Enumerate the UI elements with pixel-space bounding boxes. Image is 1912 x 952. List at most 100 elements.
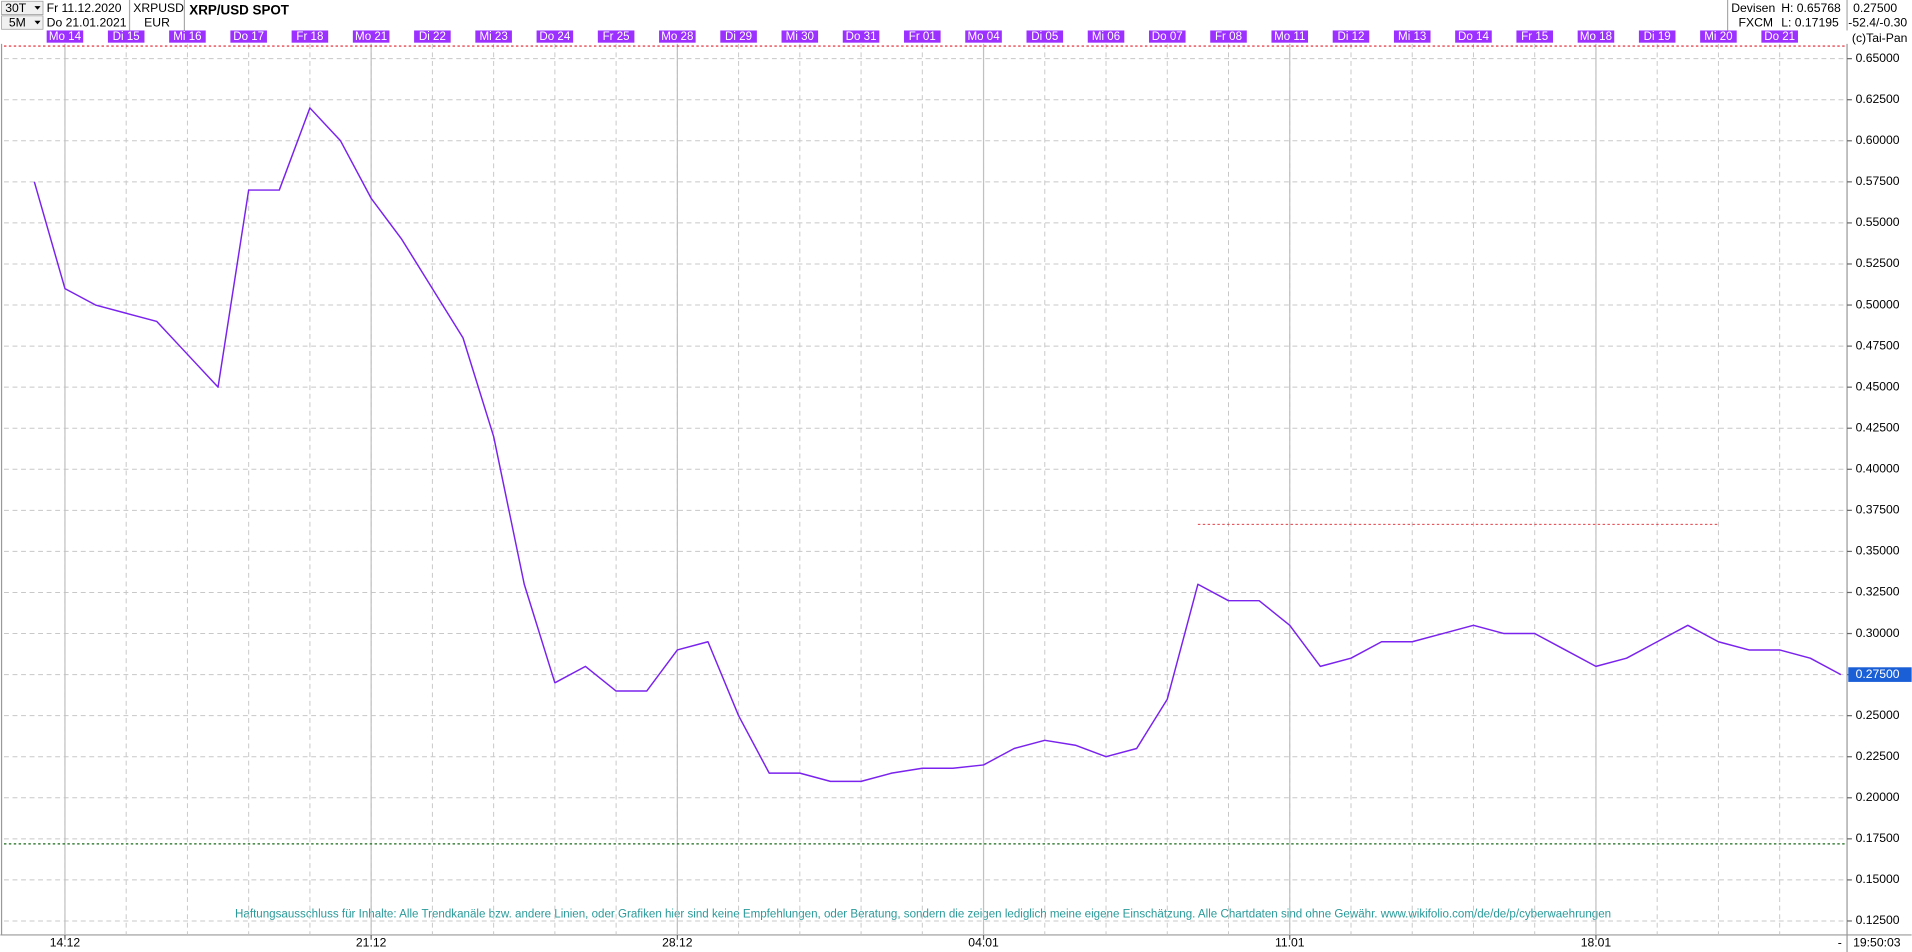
y-tick-label: 0.25000 — [1856, 708, 1900, 722]
day-label-box — [1638, 30, 1676, 43]
day-label: Mo 04 — [967, 31, 1000, 43]
day-label-box — [107, 30, 145, 43]
y-tick-label: 0.37500 — [1856, 503, 1900, 517]
y-tick-label: 0.62500 — [1856, 92, 1900, 106]
source: FXCM — [1739, 15, 1773, 29]
day-label-box — [1577, 30, 1615, 43]
last-price-box — [1848, 667, 1912, 682]
x-tick-label: 04.01 — [968, 936, 999, 950]
interval[interactable]: 30T — [5, 1, 27, 15]
day-label-box — [781, 30, 819, 43]
day-label-box — [352, 30, 390, 43]
day-label-box — [169, 30, 206, 43]
price-line — [33, 107, 1842, 783]
day-label: Mi 20 — [1704, 31, 1732, 43]
day-label: Fr 18 — [296, 31, 323, 43]
dropdown-arrow — [34, 6, 41, 10]
day-label-box — [1087, 30, 1125, 43]
y-tick-label: 0.45000 — [1856, 379, 1900, 393]
day-label-box — [414, 30, 451, 43]
day-label-box — [1026, 30, 1064, 43]
day-label-box — [597, 30, 635, 43]
last-price-label: 0.27500 — [1856, 667, 1900, 681]
y-tick-label: 0.57500 — [1856, 174, 1900, 188]
y-tick-label: 0.47500 — [1856, 338, 1900, 352]
y-tick-label: 0.12500 — [1856, 913, 1900, 927]
day-label: Do 31 — [846, 31, 877, 43]
day-label: Do 14 — [1458, 31, 1489, 43]
copyright: (c)Tai-Pan — [1852, 31, 1907, 45]
day-label: Mo 21 — [355, 31, 387, 43]
y-tick-label: 0.65000 — [1856, 51, 1900, 65]
day-label: Mo 14 — [49, 31, 82, 43]
day-label: Mi 16 — [173, 31, 201, 43]
grid-layer — [4, 43, 1848, 935]
day-label-box — [904, 30, 941, 43]
disclaimer: Haftungsausschluss für Inhalte: Alle Tre… — [235, 908, 1611, 920]
day-label-box — [536, 30, 574, 43]
day-label: Mi 13 — [1398, 31, 1426, 43]
market: Devisen — [1731, 1, 1775, 15]
day-label-box — [1516, 30, 1553, 43]
last-price: 0.27500 — [1853, 1, 1897, 15]
low-label: L: 0.17195 — [1781, 15, 1839, 29]
day-label: Mi 23 — [479, 31, 507, 43]
zoom[interactable]: 5M — [9, 15, 26, 29]
day-label-box — [965, 30, 1002, 43]
day-label-box — [291, 30, 329, 43]
header: 30T 5M Fr 11.12.2020 Do 21.01.2021 XRPUS… — [1, 0, 1907, 45]
y-tick-label: 0.35000 — [1856, 544, 1900, 558]
day-label: Do 24 — [539, 31, 570, 43]
y-tick-label: 0.22500 — [1856, 749, 1900, 763]
day-label-box — [1761, 30, 1798, 43]
day-label-box — [1210, 30, 1247, 43]
day-label: Fr 01 — [909, 31, 936, 43]
y-tick-label: 0.32500 — [1856, 585, 1900, 599]
day-label: Di 05 — [1031, 31, 1058, 43]
interval-box[interactable] — [1, 0, 44, 15]
day-label: Mo 28 — [661, 31, 693, 43]
day-label: Mo 18 — [1580, 31, 1612, 43]
y-tick-label: 0.40000 — [1856, 462, 1900, 476]
y-tick-label: 0.42500 — [1856, 420, 1900, 434]
currency: EUR — [144, 15, 170, 29]
day-label-box — [659, 30, 696, 43]
x-tick-label: 18.01 — [1581, 936, 1612, 950]
scroll[interactable]: - — [1838, 936, 1842, 950]
y-tick-label: 0.15000 — [1856, 872, 1900, 886]
y-tick-label: 0.55000 — [1856, 215, 1900, 229]
day-label-box — [842, 30, 880, 43]
x-tick-label: 14.12 — [50, 936, 81, 950]
from-date: Fr 11.12.2020 — [47, 1, 122, 15]
day-label-box — [475, 30, 512, 43]
day-label-box — [1271, 30, 1309, 43]
change: -52.4/-0.30 — [1848, 15, 1907, 29]
day-label-box — [1332, 30, 1370, 43]
y-tick-label: 0.20000 — [1856, 790, 1900, 804]
y-tick-label: 0.30000 — [1856, 626, 1900, 640]
day-label: Mi 06 — [1092, 31, 1120, 43]
x-tick-label: 28.12 — [662, 936, 693, 950]
day-label: Mi 30 — [786, 31, 814, 43]
day-label-box — [1455, 30, 1492, 43]
day-label: Di 29 — [725, 31, 752, 43]
y-tick-label: 0.60000 — [1856, 133, 1900, 147]
day-label: Di 15 — [113, 31, 140, 43]
to-date: Do 21.01.2021 — [47, 15, 127, 29]
y-tick-label: 0.17500 — [1856, 831, 1900, 845]
time: 19:50:03 — [1853, 936, 1901, 950]
symbol: XRPUSD — [133, 1, 184, 15]
day-label: Fr 25 — [603, 31, 630, 43]
day-label-box — [1393, 30, 1431, 43]
day-label-box — [1700, 30, 1737, 43]
zoom-box[interactable] — [1, 15, 44, 30]
day-label-box — [1148, 30, 1186, 43]
chart-title: XRP/USD SPOT — [189, 3, 290, 18]
day-label: Fr 08 — [1215, 31, 1242, 43]
day-label: Do 17 — [233, 31, 264, 43]
day-label: Di 12 — [1337, 31, 1364, 43]
x-tick-label: 21.12 — [356, 936, 387, 950]
day-label-box — [230, 30, 267, 43]
day-label: Di 19 — [1644, 31, 1671, 43]
